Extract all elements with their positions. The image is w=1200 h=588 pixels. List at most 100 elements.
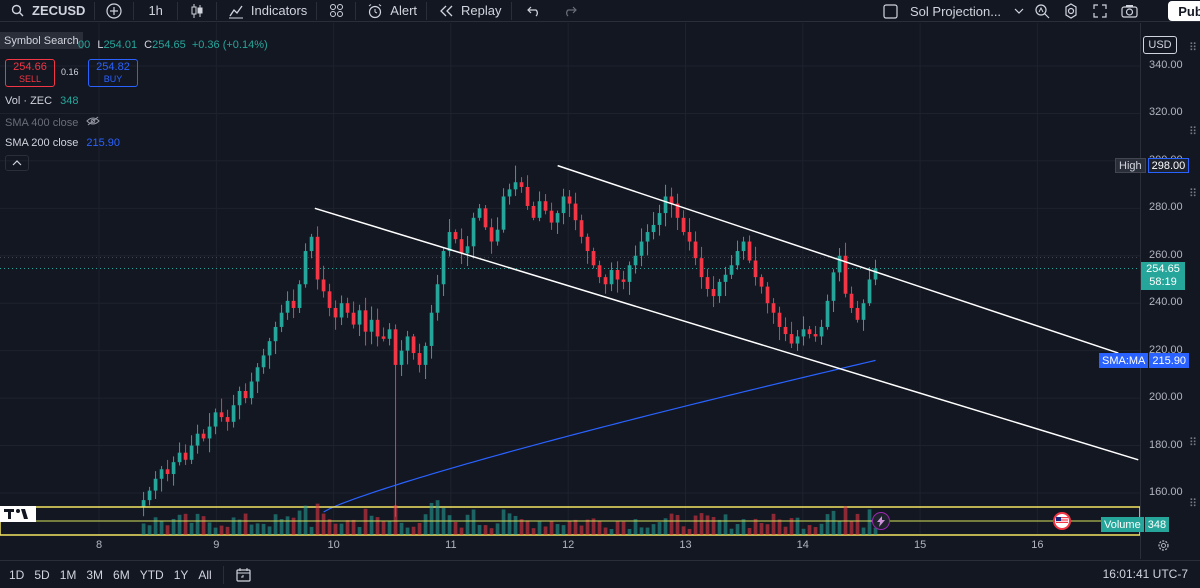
publish-button[interactable]: Publi [1168,1,1200,21]
drag-handle-icon[interactable]: ⠿ [1188,497,1198,510]
volume-bar [741,519,746,535]
lightning-event-icon[interactable] [872,512,890,530]
undo-button[interactable] [514,0,554,22]
redo-button[interactable] [554,0,586,22]
volume-bar [141,523,146,535]
volume-bar [471,509,476,535]
candle-body [405,336,410,351]
sma400-indicator-legend[interactable]: SMA 400 close [5,116,101,129]
volume-bar [861,527,866,535]
chart-pane[interactable] [0,23,1200,559]
volume-bar [411,526,416,535]
volume-bar [717,519,722,535]
range-button-1y[interactable]: 1Y [173,567,189,582]
symbol-search-tooltip: Symbol Search [0,32,83,49]
last-price-value: 254.65 [1146,263,1180,275]
candle-body [243,390,248,399]
sma200-indicator-legend[interactable]: SMA 200 close 215.90 [5,137,120,149]
alert-button[interactable]: Alert [358,0,424,22]
buy-button[interactable]: 254.82 BUY [88,59,138,87]
range-button-all[interactable]: All [198,567,212,582]
chart-type-button[interactable] [180,0,214,22]
quick-search-icon[interactable] [1032,1,1052,21]
chart-settings-icon[interactable] [1155,537,1171,553]
candle-body [213,412,218,427]
us-flag-event-icon[interactable] [1053,512,1071,530]
candle-body [813,334,818,337]
drag-handle-icon[interactable]: ⠿ [1188,187,1198,200]
volume-bar [375,517,380,535]
volume-bar [615,521,620,535]
replay-button[interactable]: Replay [429,0,508,22]
range-button-3m[interactable]: 3M [86,567,104,582]
volume-bar [753,518,758,535]
range-button-1d[interactable]: 1D [9,567,25,582]
volume-bar [357,527,362,535]
volume-bar [837,521,842,535]
volume-bar [501,509,506,535]
volume-bar [729,528,734,535]
range-button-5d[interactable]: 5D [34,567,50,582]
candle-body [729,265,734,275]
range-button-1m[interactable]: 1M [59,567,77,582]
volume-bar [849,520,854,535]
eye-hidden-icon[interactable] [86,116,101,129]
candle-body [237,390,242,406]
candle-body [195,433,200,446]
candle-body [351,312,356,325]
candle-body [303,251,308,285]
volume-bar [363,508,368,535]
templates-button[interactable] [319,0,353,22]
currency-button[interactable]: USD [1143,36,1177,54]
volume-bar [807,525,812,535]
volume-bar [393,505,398,535]
drag-handle-icon[interactable]: ⠿ [1188,41,1198,54]
interval-button[interactable]: 1h [136,0,174,22]
compare-symbol-button[interactable] [97,0,131,22]
volume-bar [153,517,158,535]
fullscreen-icon[interactable] [1090,1,1110,21]
price-chart[interactable] [0,23,1200,559]
volume-bar [795,517,800,535]
range-button-6m[interactable]: 6M [113,567,130,582]
clock-timezone[interactable]: 16:01:41 UTC-7 [1102,567,1188,581]
tradingview-logo[interactable] [0,506,36,522]
sell-button[interactable]: 254.66 SELL [5,59,55,87]
volume-bar [381,520,386,535]
candle-body [855,307,860,320]
divider [510,1,512,20]
layout-selector[interactable]: Sol Projection... [880,0,1029,22]
time-tick-label: 15 [913,539,927,551]
volume-bar [267,526,272,535]
goto-date-icon[interactable] [234,565,254,585]
time-axis[interactable]: 8 9 10 11 12 13 14 15 16 [0,535,1140,559]
settings-gear-icon[interactable] [1061,1,1081,21]
candle-body [363,310,368,332]
date-range-group: 1D 5D 1M 3M 6M YTD 1Y All [0,568,217,582]
volume-bar [549,521,554,535]
drag-handle-icon[interactable]: ⠿ [1188,436,1198,449]
volume-indicator-legend[interactable]: Vol · ZEC 348 [5,95,78,107]
candle-body [825,300,830,327]
candle-body [225,417,230,422]
candle-body [657,213,662,225]
price-axis[interactable]: 340.00320.00300.00280.00260.00240.00220.… [1140,23,1200,559]
volume-bar [255,523,260,535]
indicators-button[interactable]: Indicators [219,0,314,22]
candle-body [465,246,470,254]
symbol-search-button[interactable]: ZECUSD [0,0,92,22]
range-button-ytd[interactable]: YTD [139,567,164,582]
candle-body [645,232,650,242]
drag-handle-icon[interactable]: ⠿ [1188,125,1198,138]
candle-body [741,241,746,252]
camera-icon[interactable] [1119,1,1139,21]
sma200-label: SMA 200 close [5,137,79,149]
volume-bar [555,524,560,535]
collapse-legend-button[interactable] [5,155,29,171]
top-toolbar: ZECUSD 1h Indicators Alert [0,0,1200,22]
volume-bar [261,523,266,535]
candle-body [651,224,656,233]
candle-body [615,270,620,280]
volume-bar [783,526,788,535]
candle-body [759,277,764,287]
